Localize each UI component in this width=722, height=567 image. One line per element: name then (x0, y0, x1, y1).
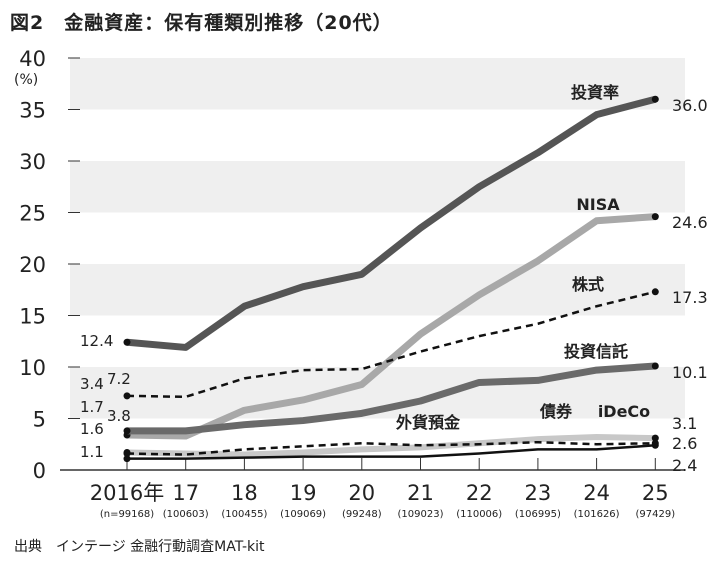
y-tick-label: 5 (33, 408, 46, 432)
sample-size-label: (n=99168) (100, 509, 154, 520)
x-tick-label: 23 (525, 481, 552, 505)
x-tick-label: 17 (172, 481, 199, 505)
grid-band (70, 264, 685, 316)
end-value-label: 3.1 (672, 414, 697, 433)
x-tick-label: 25 (642, 481, 669, 505)
series-line-0 (126, 95, 657, 351)
sample-size-label: (97429) (635, 509, 675, 520)
y-tick-label: 30 (19, 150, 46, 174)
sample-size-label: (99248) (342, 509, 382, 520)
start-value-label: 1.1 (80, 443, 104, 461)
data-point (123, 455, 131, 463)
data-point (651, 95, 659, 103)
end-value-label: 10.1 (672, 363, 708, 382)
sample-size-label: (110006) (456, 509, 502, 520)
chart-title: 図2 金融資産：保有種類別推移（20代） (10, 12, 393, 34)
sample-size-label: (100603) (163, 509, 209, 520)
y-tick-label: 35 (19, 99, 46, 123)
y-axis-unit: (%) (14, 72, 38, 88)
y-tick-label: 0 (33, 459, 46, 483)
end-value-label: 2.6 (672, 434, 697, 453)
series-line-3 (127, 362, 656, 435)
start-value-label: 1.6 (80, 420, 104, 438)
series-label: 債券 (539, 402, 573, 421)
grid-band (70, 58, 685, 110)
x-tick-label: 18 (231, 481, 258, 505)
series-line-4 (126, 434, 656, 458)
y-tick-label: 10 (19, 356, 46, 380)
end-value-label: 36.0 (672, 96, 708, 115)
end-value-label: 2.4 (672, 456, 697, 475)
start-value-label: 12.4 (80, 332, 113, 350)
series-label: 株式 (572, 275, 604, 294)
data-point (123, 392, 131, 400)
x-tick-label: 2016年 (90, 481, 164, 505)
series-label: 外貨預金 (395, 413, 461, 432)
series-label: 投資率 (571, 83, 619, 102)
sample-size-label: (109069) (280, 509, 326, 520)
series-line-2 (126, 290, 656, 399)
sample-size-label: (106995) (515, 509, 561, 520)
series-label: NISA (576, 195, 620, 214)
grid-band (70, 161, 685, 213)
sample-size-label: (100455) (221, 509, 267, 520)
series-label: 投資信託 (564, 342, 628, 361)
sample-size-label: (109023) (398, 509, 444, 520)
source-note: 出典 インテージ 金融行動調査MAT-kit (14, 539, 265, 555)
x-tick-label: 19 (290, 481, 317, 505)
y-tick-label: 25 (19, 202, 46, 226)
data-point (123, 450, 131, 458)
x-tick-label: 20 (348, 481, 375, 505)
x-tick-label: 21 (407, 481, 434, 505)
x-tick-label: 22 (466, 481, 493, 505)
start-value-label: 3.4 (80, 375, 104, 393)
end-value-label: 17.3 (672, 288, 708, 307)
start-value-label: 3.8 (107, 407, 131, 425)
start-value-label: 7.2 (107, 370, 131, 388)
data-point (651, 213, 659, 221)
end-value-label: 24.6 (672, 213, 708, 232)
series-label: iDeCo (598, 402, 650, 421)
y-tick-label: 15 (19, 305, 46, 329)
series-line-6 (127, 444, 656, 460)
start-value-label: 1.7 (80, 398, 104, 416)
data-point (123, 427, 131, 435)
data-point (651, 362, 659, 370)
data-point (651, 434, 659, 442)
data-point (651, 288, 659, 296)
x-tick-label: 24 (583, 481, 610, 505)
y-tick-label: 20 (19, 253, 46, 277)
series-line-5 (126, 440, 656, 456)
sample-size-label: (101626) (574, 509, 620, 520)
data-point (651, 439, 659, 447)
data-point (123, 338, 131, 346)
y-tick-label: 40 (19, 47, 46, 71)
